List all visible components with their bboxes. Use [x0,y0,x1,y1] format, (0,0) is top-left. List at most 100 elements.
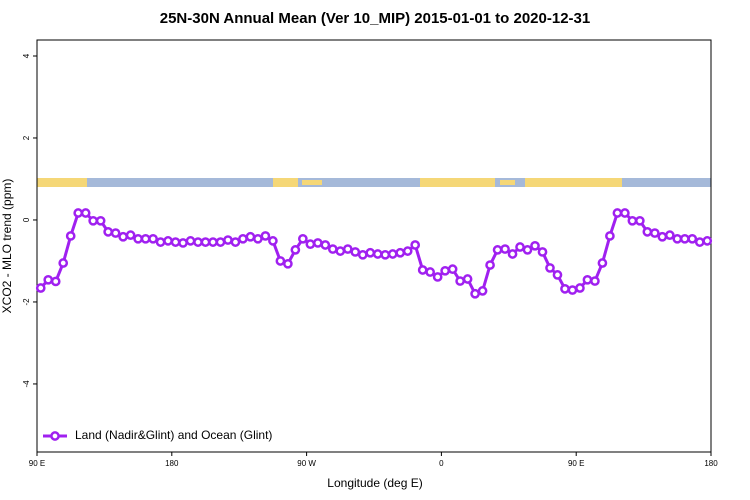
point [357,249,368,260]
y-tick-label: -4 [22,380,31,388]
point [417,265,428,275]
point [582,274,593,285]
point [35,283,46,293]
point [402,246,413,256]
point [567,285,578,295]
point [223,235,233,245]
point [268,236,278,246]
point [230,237,241,247]
point [365,247,376,258]
point [73,208,84,218]
point [185,236,196,246]
point [410,240,421,250]
point [298,233,308,244]
point [43,274,54,285]
point [110,228,121,238]
point [672,233,683,244]
legend-label: Land (Nadir&Glint) and Ocean (Glint) [75,428,272,442]
point [215,237,226,247]
point [193,237,203,247]
point [530,240,540,251]
point [627,215,638,226]
point [178,238,188,248]
point [118,231,128,242]
point [545,263,555,273]
point [148,233,158,244]
plot-frame [36,39,712,453]
point [290,245,301,255]
point [253,233,263,244]
point [80,208,91,218]
point [65,231,76,241]
point [560,283,570,294]
point [515,242,525,252]
point [590,276,600,286]
point [500,244,510,254]
point [170,237,181,247]
point [260,231,271,241]
point [208,237,218,247]
point [335,246,346,256]
point [395,247,406,258]
chart-title: 25N-30N Annual Mean (Ver 10_MIP) 2015-01… [160,10,590,27]
y-tick-label: 4 [22,53,31,58]
point [350,247,361,257]
point [440,265,450,276]
point [327,244,338,254]
point [305,239,316,250]
point [275,256,286,266]
point [612,208,623,218]
point [320,240,331,250]
y-tick-label: 2 [22,135,31,140]
point [312,238,323,248]
point [380,249,391,260]
point [462,274,473,284]
x-tick-label: 90 E [29,459,45,468]
point [485,260,495,270]
x-tick-label: 180 [165,459,179,468]
point [605,231,615,241]
x-tick-label: 90 W [297,459,316,468]
point [470,288,480,299]
point [702,236,713,246]
point [537,247,548,257]
point [597,258,608,268]
y-axis-label: XCO2 - MLO trend (ppm) [0,179,14,314]
point [283,258,293,269]
point [103,227,113,237]
point [687,233,698,244]
point [372,249,383,259]
x-tick-label: 0 [439,459,444,468]
point [575,283,585,293]
point [635,215,645,226]
x-tick-label: 90 E [568,459,584,468]
point [200,237,211,247]
point [657,231,668,242]
point [95,215,106,226]
point [649,228,660,238]
point [140,233,151,244]
land-ocean-strip [37,178,711,187]
point [552,270,563,280]
point [125,230,136,240]
point [50,276,61,287]
point [492,245,503,255]
point [88,215,99,226]
legend-marker [50,431,60,441]
point [679,233,690,244]
point [342,244,353,254]
x-tick-label: 180 [704,459,718,468]
y-tick-label: 0 [22,217,31,222]
point [432,272,443,282]
point [425,267,436,277]
point [664,230,675,240]
point [133,233,143,244]
point [58,258,69,268]
point [245,231,256,242]
y-tick-label: -2 [22,298,31,306]
point [507,249,518,259]
point [387,249,398,259]
point [477,286,488,296]
